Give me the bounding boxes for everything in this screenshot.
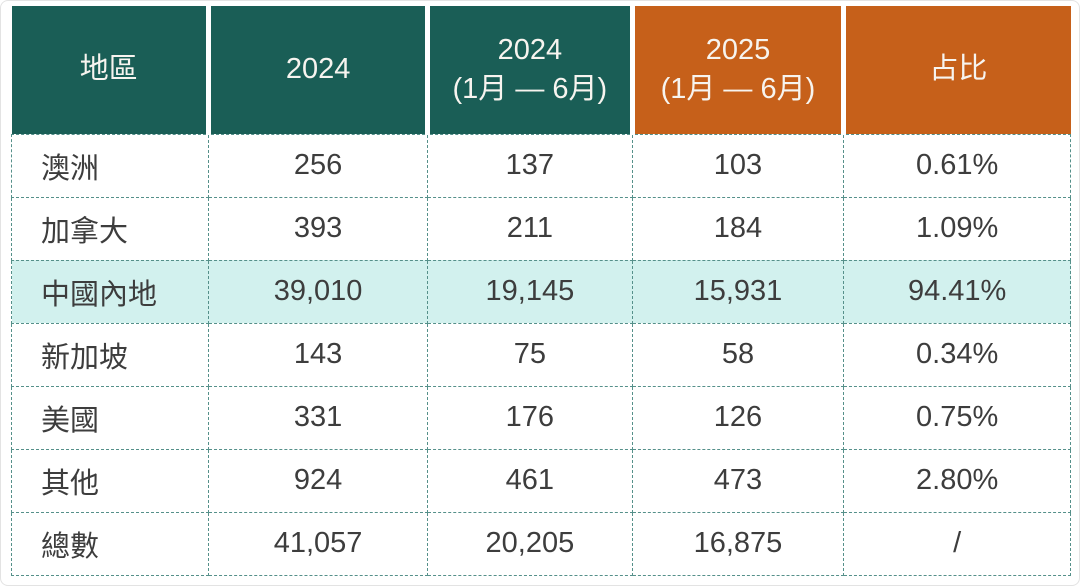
value-cell: 0.75%: [843, 385, 1071, 450]
region-cell: 美國: [11, 385, 209, 450]
header-label-line: 地區: [79, 53, 138, 86]
value-cell: 184: [631, 196, 845, 261]
value-cell: 16,875: [631, 511, 845, 576]
region-stats-table: 地區 2024 2024 (1月 — 6月) 2025 (1月 — 6月) 占比 澳洲 256…: [11, 6, 1071, 576]
table-header: 地區 2024 2024 (1月 — 6月) 2025 (1月 — 6月) 占比: [11, 6, 1071, 134]
header-label-line: (1月 — 6月): [452, 72, 608, 105]
value-cell: 137: [427, 133, 633, 198]
value-cell: 256: [207, 133, 429, 198]
value-cell: 176: [427, 385, 633, 450]
header-label-line: 占比: [929, 53, 988, 86]
header-cell-4: 占比: [841, 6, 1071, 134]
table-row: 澳洲 256 137 103 0.61%: [11, 133, 1071, 198]
header-cell-3: 2025 (1月 — 6月): [629, 6, 844, 134]
value-cell: 924: [207, 448, 429, 513]
value-cell: 0.34%: [843, 322, 1071, 387]
value-cell: 126: [631, 385, 845, 450]
table-row: 其他 924 461 473 2.80%: [11, 448, 1071, 513]
header-cell-1: 2024: [205, 6, 428, 134]
value-cell: 20,205: [427, 511, 633, 576]
value-cell: 39,010: [207, 259, 429, 324]
value-cell: 75: [427, 322, 633, 387]
region-cell: 加拿大: [11, 196, 209, 261]
value-cell: 393: [207, 196, 429, 261]
value-cell: 1.09%: [843, 196, 1071, 261]
header-row: 地區 2024 2024 (1月 — 6月) 2025 (1月 — 6月) 占比: [11, 6, 1071, 134]
value-cell: 58: [631, 322, 845, 387]
value-cell: 461: [427, 448, 633, 513]
region-cell: 其他: [11, 448, 209, 513]
header-label-line: 2024: [285, 53, 351, 86]
region-cell: 中國內地: [11, 259, 209, 324]
value-cell: 331: [207, 385, 429, 450]
table-row: 總數 41,057 20,205 16,875/: [11, 511, 1071, 576]
value-cell: 143: [207, 322, 429, 387]
value-cell: 41,057: [207, 511, 429, 576]
table-row: 新加坡 143 75 58 0.34%: [11, 322, 1071, 387]
header-label-line: (1月 — 6月): [660, 72, 816, 105]
value-cell: 0.61%: [843, 133, 1071, 198]
header-label-line: 2025: [705, 33, 771, 66]
table-row: 美國 331 176 126 0.75%: [11, 385, 1071, 450]
value-cell: 473: [631, 448, 845, 513]
value-cell: 2.80%: [843, 448, 1071, 513]
value-cell: 103: [631, 133, 845, 198]
region-cell: 澳洲: [11, 133, 209, 198]
value-cell: /: [843, 511, 1071, 576]
header-label-line: 2024: [497, 33, 563, 66]
table-body: 澳洲 256 137 103 0.61% 加拿大 393 211 184 1.09% 中國內地 39,…: [11, 133, 1071, 576]
value-cell: 94.41%: [843, 259, 1071, 324]
region-cell: 新加坡: [11, 322, 209, 387]
table-row: 中國內地 39,010 19,145 15,931 94.41%: [11, 259, 1071, 324]
table-row: 加拿大 393 211 184 1.09%: [11, 196, 1071, 261]
value-cell: 211: [427, 196, 633, 261]
region-cell: 總數: [11, 511, 209, 576]
value-cell: 19,145: [427, 259, 633, 324]
header-cell-2: 2024 (1月 — 6月): [425, 6, 633, 134]
value-cell: 15,931: [631, 259, 845, 324]
header-cell-0: 地區: [11, 6, 209, 134]
